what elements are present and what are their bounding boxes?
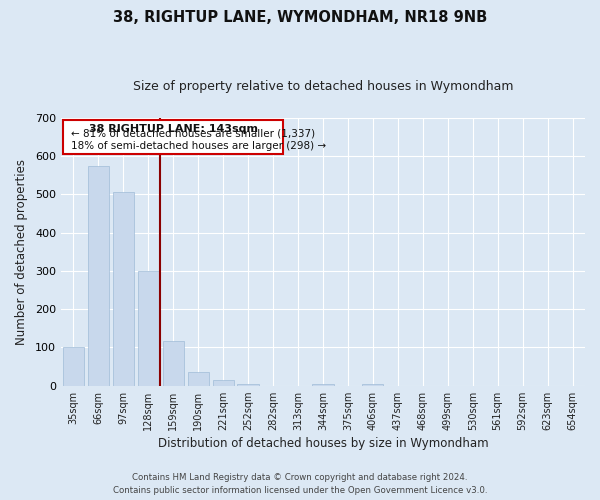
- Bar: [88, 166, 109, 386]
- Text: 38 RIGHTUP LANE: 143sqm: 38 RIGHTUP LANE: 143sqm: [89, 124, 258, 134]
- Bar: [212, 380, 234, 386]
- X-axis label: Distribution of detached houses by size in Wymondham: Distribution of detached houses by size …: [158, 437, 488, 450]
- Bar: [137, 271, 159, 386]
- Bar: [362, 384, 383, 386]
- Bar: [163, 340, 184, 386]
- Bar: [188, 372, 209, 386]
- Text: 18% of semi-detached houses are larger (298) →: 18% of semi-detached houses are larger (…: [71, 140, 326, 150]
- Y-axis label: Number of detached properties: Number of detached properties: [15, 158, 28, 344]
- Bar: [113, 192, 134, 386]
- Text: Contains HM Land Registry data © Crown copyright and database right 2024.
Contai: Contains HM Land Registry data © Crown c…: [113, 474, 487, 495]
- Title: Size of property relative to detached houses in Wymondham: Size of property relative to detached ho…: [133, 80, 513, 93]
- Text: 38, RIGHTUP LANE, WYMONDHAM, NR18 9NB: 38, RIGHTUP LANE, WYMONDHAM, NR18 9NB: [113, 10, 487, 25]
- Text: ← 81% of detached houses are smaller (1,337): ← 81% of detached houses are smaller (1,…: [71, 128, 315, 138]
- Bar: [238, 384, 259, 386]
- FancyBboxPatch shape: [64, 120, 283, 154]
- Bar: [63, 347, 84, 386]
- Bar: [313, 384, 334, 386]
